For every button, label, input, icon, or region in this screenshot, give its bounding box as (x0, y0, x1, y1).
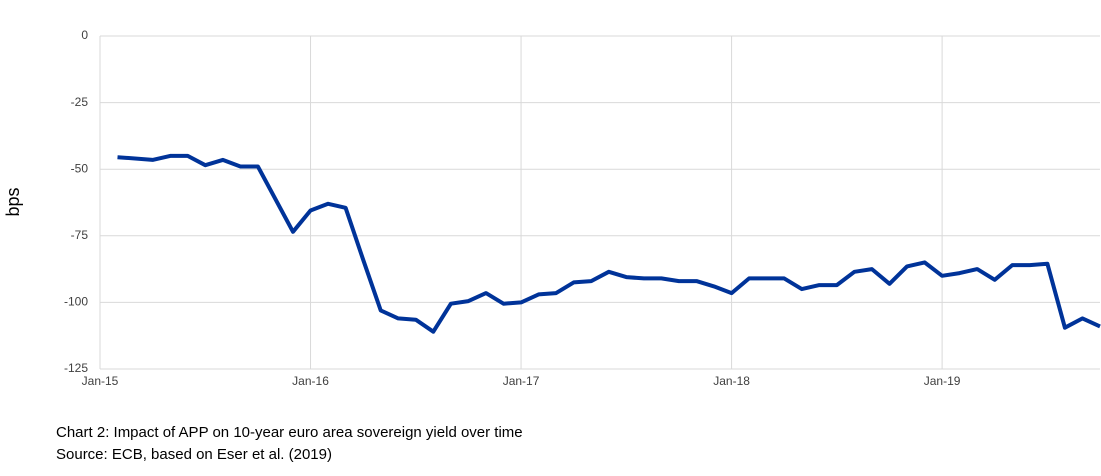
caption: Source: ECB, based on Eser et al. (2019) (56, 446, 332, 463)
data-line (117, 153, 1101, 334)
x-tick-label: Jan-18 (713, 374, 750, 388)
y-tick-label: -75 (71, 228, 89, 242)
x-tick-label: Jan-19 (924, 374, 961, 388)
x-tick-label: Jan-17 (503, 374, 540, 388)
y-tick-label: 0 (81, 28, 88, 42)
caption: Chart 2: Impact of APP on 10-year euro a… (56, 424, 523, 441)
y-tick-label: -25 (71, 95, 89, 109)
y-tick-label: -125 (64, 361, 88, 375)
x-tick-label: Jan-15 (82, 374, 119, 388)
y-tick-label: -100 (64, 295, 88, 309)
y-tick-label: -50 (71, 161, 89, 175)
x-tick-label: Jan-16 (292, 374, 329, 388)
y-axis-label: bps (3, 187, 23, 216)
